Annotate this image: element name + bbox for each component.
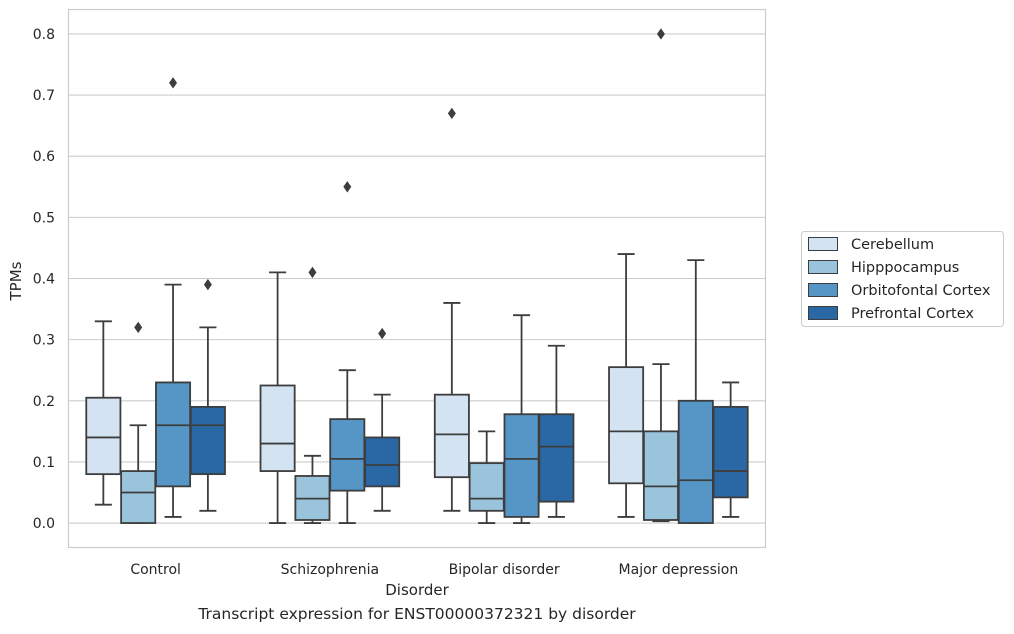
box-series — [85, 28, 749, 524]
legend-frame — [801, 231, 1004, 327]
x-tick-label: Major depression — [619, 562, 739, 578]
legend-label: Hipppocampus — [851, 260, 959, 276]
legend: Cerebellum Hipppocampus Orbitofontal Corte… — [801, 231, 1004, 327]
box — [155, 381, 192, 488]
box — [503, 413, 540, 518]
box — [364, 436, 401, 488]
y-tick-label: 0.3 — [33, 333, 55, 349]
legend-swatch — [808, 260, 838, 274]
y-tick-label: 0.4 — [33, 272, 55, 288]
box — [642, 430, 679, 521]
y-tick-label: 0.1 — [33, 455, 55, 471]
box — [329, 418, 366, 492]
outlier-point — [656, 28, 665, 40]
y-tick-label: 0.0 — [33, 516, 55, 532]
box — [468, 462, 505, 512]
y-tick-label: 0.8 — [33, 27, 55, 43]
box — [259, 384, 296, 472]
outlier-point — [378, 327, 387, 340]
series-hipppocampus — [120, 28, 679, 524]
outlier-point — [203, 278, 212, 291]
outlier-point — [343, 181, 352, 193]
y-tick-label: 0.5 — [33, 210, 55, 226]
plot-frame — [67, 8, 767, 549]
series-prefrontal-cortex — [189, 278, 749, 518]
box — [120, 470, 157, 524]
x-tick-label: Control — [130, 562, 181, 578]
legend-swatch — [808, 237, 838, 251]
box — [677, 399, 714, 524]
legend-label: Cerebellum — [851, 237, 934, 253]
x-axis-label: Disorder — [385, 581, 449, 599]
box — [712, 405, 749, 499]
x-tick-labels: Control Schizophrenia Bipolar disorder Majo… — [130, 562, 738, 578]
series-cerebellum — [85, 107, 645, 524]
figure-caption: Transcript expression for ENST0000037232… — [198, 605, 636, 623]
outlier-point — [308, 266, 317, 279]
legend-swatch — [808, 283, 838, 297]
x-tick-label: Schizophrenia — [281, 562, 379, 578]
y-axis-label: TPMs — [7, 261, 25, 301]
y-tick-label: 0.7 — [33, 88, 55, 104]
box — [85, 396, 122, 476]
legend-label: Orbitofontal Cortex — [851, 283, 991, 299]
series-orbitofontal-cortex — [155, 77, 714, 524]
box — [189, 405, 226, 476]
outlier-point — [169, 77, 178, 89]
y-tick-label: 0.6 — [33, 149, 55, 165]
legend-swatch — [808, 306, 838, 320]
outlier-point — [447, 107, 456, 120]
box — [433, 393, 470, 479]
y-tick-label: 0.2 — [33, 394, 55, 410]
box — [538, 413, 575, 503]
legend-label: Prefrontal Cortex — [851, 306, 974, 322]
box — [608, 366, 645, 485]
outlier-point — [134, 321, 143, 334]
x-tick-label: Bipolar disorder — [449, 562, 560, 578]
y-tick-labels: 0.0 0.1 0.2 0.3 0.4 0.5 0.6 0.7 0.8 — [33, 27, 55, 532]
